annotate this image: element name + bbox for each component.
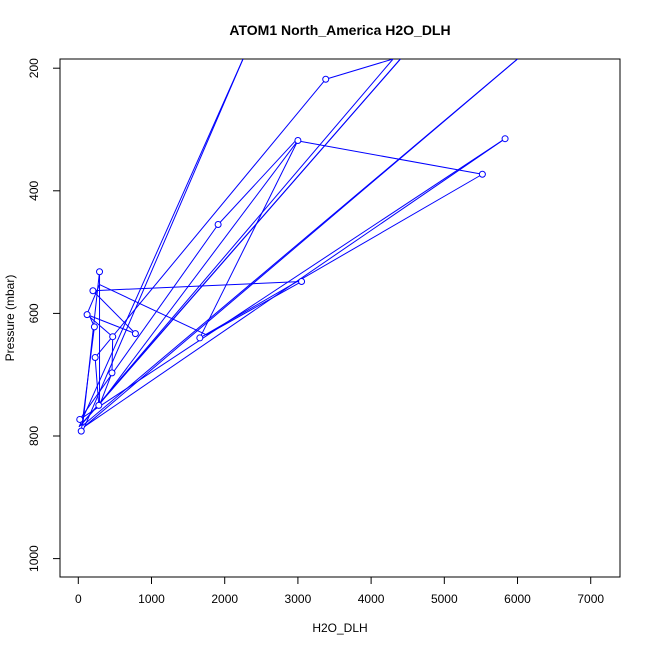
series-line-segment — [94, 357, 100, 406]
series-line-segment — [78, 59, 244, 428]
series-line-segment — [206, 281, 302, 336]
y-tick-label: 200 — [27, 58, 41, 78]
series-line-segment — [94, 78, 327, 358]
y-axis-label: Pressure (mbar) — [3, 275, 17, 362]
x-tick-label: 4000 — [358, 592, 385, 606]
series-line-segment — [92, 281, 302, 292]
series-line-segment — [79, 138, 506, 420]
series-line-segment — [82, 59, 518, 426]
y-tick-label: 600 — [27, 303, 41, 323]
data-point — [109, 333, 117, 341]
x-tick-label: 7000 — [577, 592, 604, 606]
series-layer — [76, 59, 518, 435]
series-line-segment — [82, 59, 244, 432]
series-line-segment — [99, 372, 113, 406]
series-group — [76, 59, 518, 435]
data-point — [90, 323, 98, 331]
data-point — [95, 401, 103, 409]
data-point — [196, 334, 204, 342]
data-point — [322, 75, 330, 83]
series-line-segment — [99, 284, 207, 336]
series-line-segment — [87, 284, 100, 313]
series-line-segment — [79, 224, 219, 420]
data-point — [108, 369, 116, 377]
series-line-segment — [111, 336, 114, 373]
x-tick-label: 2000 — [211, 592, 238, 606]
x-axis-label: H2O_DLH — [312, 621, 367, 635]
x-tick-label: 6000 — [504, 592, 531, 606]
plot-area — [59, 58, 621, 578]
series-line-segment — [86, 314, 114, 338]
series-line-segment — [80, 326, 95, 432]
x-axis: 0 1000 2000 3000 4000 5000 6000 7000 — [75, 576, 604, 606]
x-tick-label: 5000 — [431, 592, 458, 606]
y-axis: 200 400 600 800 1000 — [27, 58, 61, 572]
chart-title: ATOM1 North_America H2O_DLH — [229, 22, 450, 38]
series-line-segment — [86, 314, 136, 335]
y-tick-label: 1000 — [27, 545, 41, 572]
series-line-segment — [83, 138, 506, 428]
series-line-segment — [199, 173, 483, 339]
series-line-segment — [295, 140, 483, 175]
data-point — [298, 278, 306, 286]
series-line-segment — [325, 59, 394, 80]
data-point — [77, 427, 85, 435]
data-point — [501, 135, 509, 143]
data-point — [294, 137, 302, 145]
series-line-segment — [199, 140, 299, 339]
series-line-segment — [92, 290, 136, 334]
series-line-segment — [80, 59, 401, 426]
data-point — [214, 221, 222, 229]
data-point — [89, 287, 97, 295]
x-tick-label: 1000 — [138, 592, 165, 606]
data-point — [131, 330, 139, 338]
series-line-segment — [98, 140, 299, 406]
plot-frame — [59, 58, 621, 578]
series-line-segment — [217, 140, 297, 225]
data-point — [96, 268, 104, 276]
data-point — [83, 311, 91, 319]
y-tick-label: 400 — [27, 180, 41, 200]
x-tick-label: 3000 — [285, 592, 312, 606]
y-tick-label: 800 — [27, 426, 41, 446]
x-tick-label: 0 — [75, 592, 82, 606]
series-line-segment — [80, 59, 394, 426]
data-point — [76, 415, 84, 423]
data-point — [91, 354, 99, 362]
data-point — [478, 170, 486, 178]
